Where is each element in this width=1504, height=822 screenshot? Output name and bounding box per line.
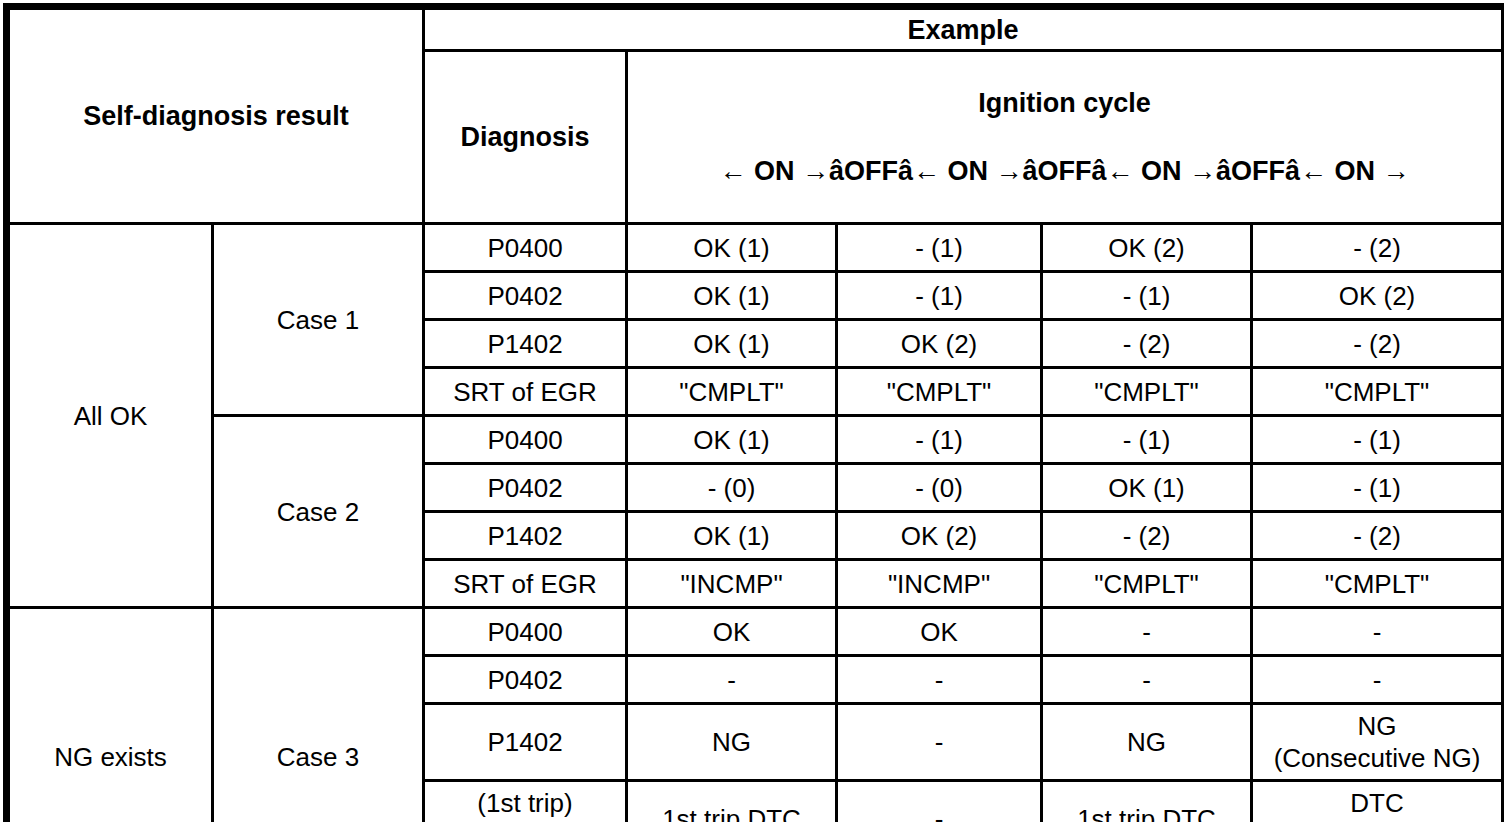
cycle-cell: 1st trip DTC [1042, 781, 1252, 822]
cycle-cell: - (2) [1042, 512, 1252, 560]
cycle-cell: - [1042, 608, 1252, 656]
cycle-cell: - (1) [837, 416, 1042, 464]
cycle-cell: OK (2) [837, 320, 1042, 368]
cycle-cell: "CMPLT" [627, 368, 837, 416]
ignition-cycle-sequence: ← ON →âOFFâ← ON →âOFFâ← ON →âOFFâ← ON → [632, 154, 1497, 188]
result-cell-ng-exists: NG exists [7, 608, 213, 822]
cycle-cell: - (1) [837, 272, 1042, 320]
cycle-cell: - (0) [837, 464, 1042, 512]
cycle-cell: DTC (= MIL ON) [1252, 781, 1504, 822]
cycle-cell: - (1) [1252, 416, 1504, 464]
ignition-cycle-title: Ignition cycle [632, 86, 1497, 120]
cycle-cell: - [837, 656, 1042, 704]
diagnosis-cell: SRT of EGR [424, 560, 627, 608]
diagnosis-cell: P1402 [424, 320, 627, 368]
cycle-cell: "CMPLT" [1252, 368, 1504, 416]
cycle-cell: "INCMP" [627, 560, 837, 608]
cycle-cell: - (2) [1042, 320, 1252, 368]
diagnosis-cell: (1st trip) DTC [424, 781, 627, 822]
table-row: Case 2 P0400 OK (1) - (1) - (1) - (1) [7, 416, 1504, 464]
self-diagnosis-result-header: Self-diagnosis result [7, 7, 424, 224]
cycle-cell: NG [627, 704, 837, 781]
self-diagnosis-table: Self-diagnosis result Example Diagnosis … [3, 3, 1504, 822]
cycle-cell: "CMPLT" [1042, 368, 1252, 416]
case-cell-case-1: Case 1 [213, 224, 424, 416]
cycle-cell: - (1) [1042, 272, 1252, 320]
cycle-cell: - (2) [1252, 224, 1504, 272]
cycle-cell: - [837, 704, 1042, 781]
cycle-cell: OK (2) [837, 512, 1042, 560]
cycle-cell: - [1042, 656, 1252, 704]
diagnosis-cell: P1402 [424, 704, 627, 781]
example-header: Example [424, 7, 1504, 51]
cycle-cell: - (1) [1252, 464, 1504, 512]
diagnosis-cell: SRT of EGR [424, 368, 627, 416]
cycle-cell: "CMPLT" [1252, 560, 1504, 608]
cycle-cell: OK [837, 608, 1042, 656]
table-row: NG exists Case 3 P0400 OK OK - - [7, 608, 1504, 656]
diagnosis-cell: P0400 [424, 224, 627, 272]
document-page: Self-diagnosis result Example Diagnosis … [0, 0, 1504, 822]
diagnosis-cell: P0400 [424, 416, 627, 464]
cycle-cell: - [1252, 656, 1504, 704]
cycle-cell: 1st trip DTC [627, 781, 837, 822]
table-row: All OK Case 1 P0400 OK (1) - (1) OK (2) … [7, 224, 1504, 272]
cycle-cell: NG [1042, 704, 1252, 781]
cycle-cell: - [627, 656, 837, 704]
diagnosis-cell: P0400 [424, 608, 627, 656]
cycle-cell: - (2) [1252, 512, 1504, 560]
cycle-cell: OK [627, 608, 837, 656]
cycle-cell: OK (1) [627, 416, 837, 464]
cycle-cell: - (0) [627, 464, 837, 512]
diagnosis-cell: P0402 [424, 656, 627, 704]
diagnosis-header: Diagnosis [424, 51, 627, 224]
result-cell-all-ok: All OK [7, 224, 213, 608]
case-cell-case-3: Case 3 [213, 608, 424, 822]
cycle-cell: - [837, 781, 1042, 822]
cycle-cell: - (1) [837, 224, 1042, 272]
ignition-cycle-header: Ignition cycle ← ON →âOFFâ← ON →âOFFâ← O… [627, 51, 1504, 224]
cycle-cell: "CMPLT" [1042, 560, 1252, 608]
cycle-cell: OK (1) [627, 224, 837, 272]
cycle-cell: OK (2) [1042, 224, 1252, 272]
cycle-cell: OK (1) [627, 320, 837, 368]
case-cell-case-2: Case 2 [213, 416, 424, 608]
cycle-cell: - (2) [1252, 320, 1504, 368]
diagnosis-cell: P0402 [424, 272, 627, 320]
cycle-cell: "CMPLT" [837, 368, 1042, 416]
cycle-cell: OK (1) [627, 272, 837, 320]
diagnosis-cell: P0402 [424, 464, 627, 512]
cycle-cell: OK (1) [1042, 464, 1252, 512]
cycle-cell: NG (Consecutive NG) [1252, 704, 1504, 781]
cycle-cell: - [1252, 608, 1504, 656]
diagnosis-cell: P1402 [424, 512, 627, 560]
cycle-cell: "INCMP" [837, 560, 1042, 608]
cycle-cell: OK (1) [627, 512, 837, 560]
cycle-cell: OK (2) [1252, 272, 1504, 320]
cycle-cell: - (1) [1042, 416, 1252, 464]
